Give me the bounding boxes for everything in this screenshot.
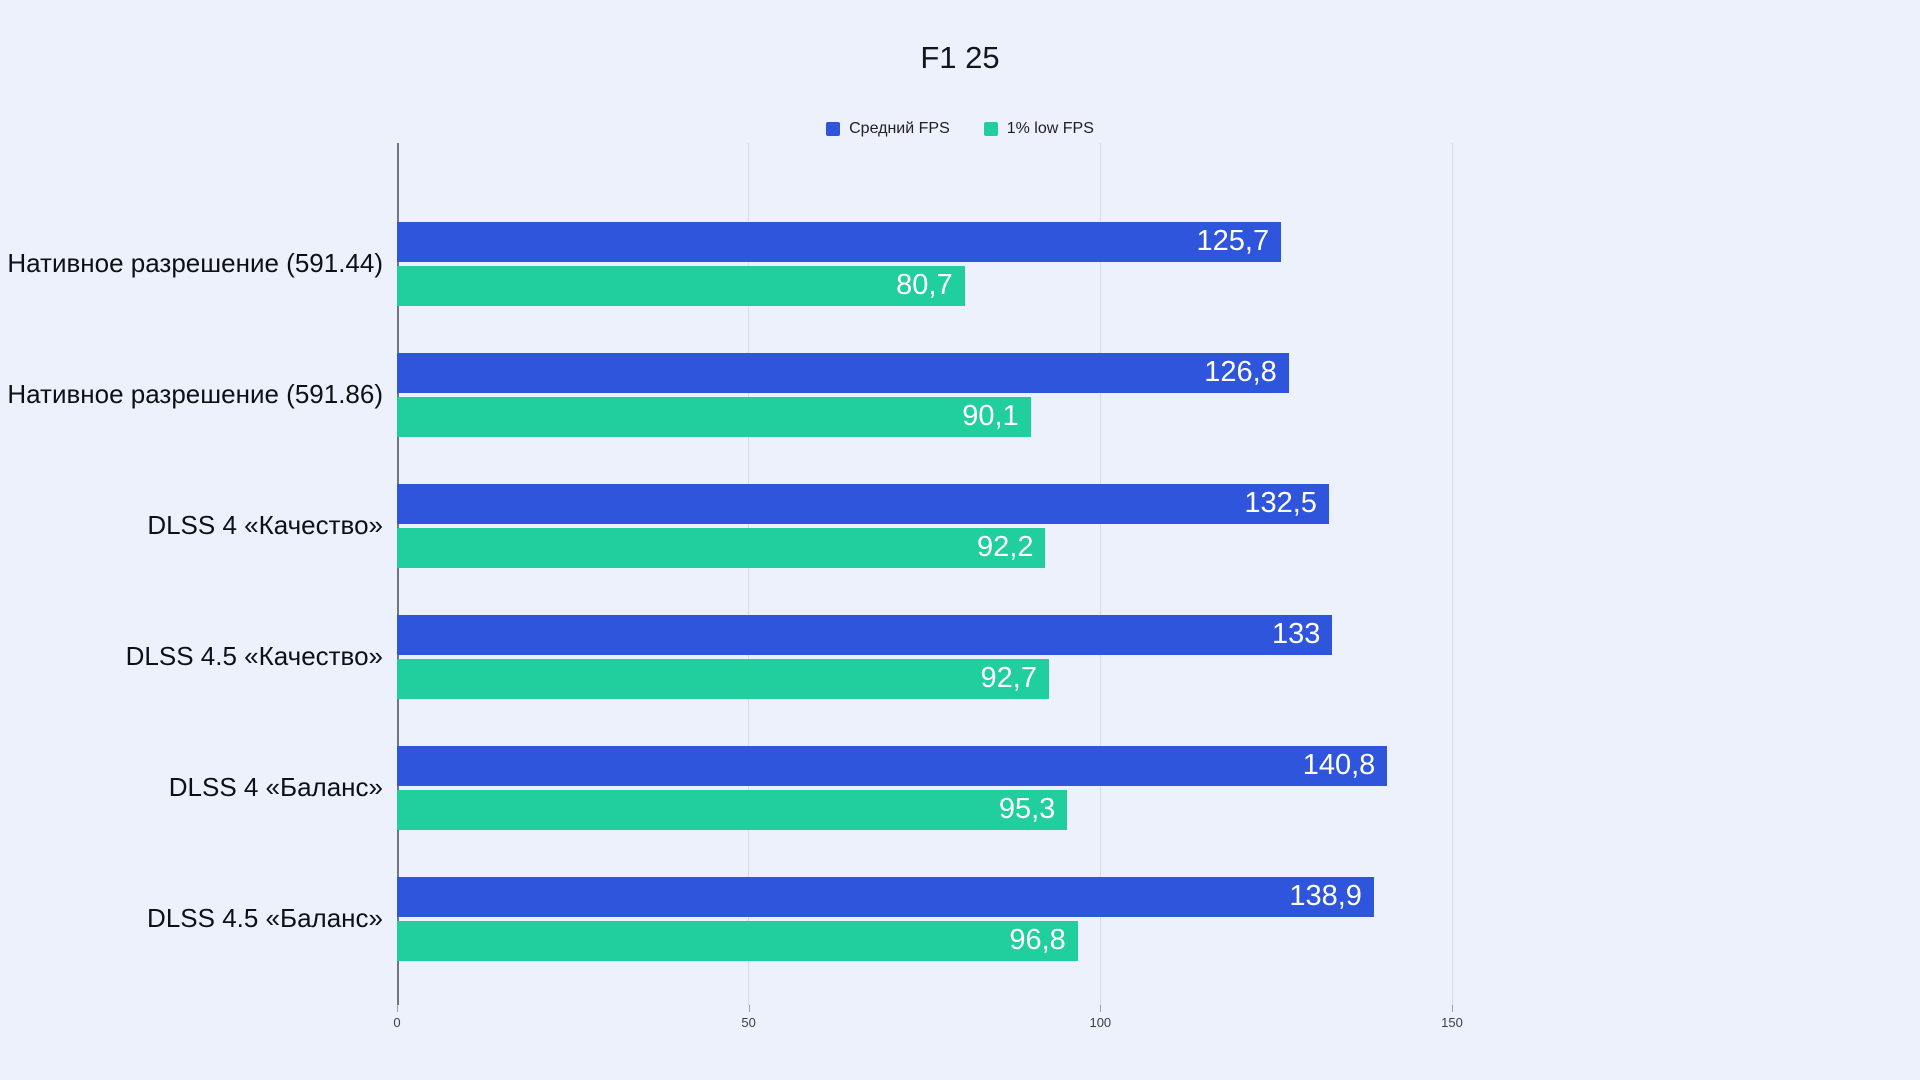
bar-group-3: 133 92,7 — [397, 591, 1452, 722]
bar-value-label: 126,8 — [1204, 356, 1277, 388]
category-label-3: DLSS 4.5 «Качество» — [125, 640, 383, 671]
bar-value-label: 125,7 — [1196, 225, 1270, 257]
legend-swatch-icon — [826, 122, 841, 136]
plot-area: 0 50 100 150 125,7 80,7 126,8 90,1 132,5 92,2 133… — [393, 143, 1463, 1030]
bar-avg-fps: 126,8 — [397, 352, 1289, 393]
tick-mark — [1452, 1005, 1453, 1012]
bar-avg-fps: 132,5 — [397, 483, 1329, 524]
bar-group-1: 126,8 90,1 — [397, 329, 1452, 460]
chart-title: F1 25 — [920, 40, 1000, 75]
x-tick-label: 50 — [741, 1015, 756, 1030]
tick-mark — [1100, 1005, 1102, 1012]
x-tick-label: 0 — [393, 1015, 401, 1030]
category-label-5: DLSS 4.5 «Баланс» — [147, 902, 383, 933]
bar-low-fps: 92,7 — [397, 658, 1049, 699]
x-tick-label: 100 — [1089, 1015, 1112, 1030]
bar-value-label: 92,2 — [977, 531, 1034, 563]
bar-value-label: 138,9 — [1289, 880, 1362, 912]
bar-group-4: 140,8 95,3 — [397, 722, 1452, 853]
bar-low-fps: 95,3 — [397, 789, 1068, 830]
gridline — [1451, 143, 1453, 1005]
category-axis: Нативное разрешение (591.44) Нативное раз… — [0, 143, 383, 984]
axis-baseline — [397, 143, 399, 1005]
bar-avg-fps: 125,7 — [397, 221, 1282, 262]
tick-mark — [397, 1005, 398, 1012]
category-label-4: DLSS 4 «Баланс» — [168, 771, 383, 802]
gridline — [748, 143, 750, 1005]
bar-low-fps: 80,7 — [397, 265, 965, 306]
bar-value-label: 95,3 — [998, 793, 1056, 825]
bar-avg-fps: 133 — [397, 614, 1333, 655]
bar-group-2: 132,5 92,2 — [397, 460, 1452, 591]
legend-item-0: Средний FPS — [826, 120, 950, 138]
bar-low-fps: 92,2 — [397, 527, 1046, 568]
bar-value-label: 133 — [1272, 618, 1321, 650]
chart-legend: Средний FPS 1% low FPS — [0, 120, 1920, 138]
bar-avg-fps: 140,8 — [397, 745, 1388, 786]
category-label-0: Нативное разрешение (591.44) — [7, 247, 383, 278]
bar-value-label: 96,8 — [1009, 924, 1066, 956]
bar-value-label: 90,1 — [962, 400, 1019, 432]
bar-value-label: 132,5 — [1244, 487, 1317, 519]
bar-value-label: 80,7 — [896, 269, 953, 301]
bars-layer: 125,7 80,7 126,8 90,1 132,5 92,2 133 92,7 140,8 9… — [397, 198, 1452, 984]
legend-swatch-icon — [983, 122, 998, 136]
category-label-2: DLSS 4 «Качество» — [147, 509, 383, 540]
bar-group-5: 138,9 96,8 — [397, 853, 1452, 984]
bar-value-label: 140,8 — [1302, 749, 1376, 781]
x-tick-label: 150 — [1441, 1015, 1463, 1030]
legend-label: 1% low FPS — [1006, 120, 1094, 137]
category-label-1: Нативное разрешение (591.86) — [7, 378, 383, 409]
bar-value-label: 92,7 — [980, 662, 1037, 694]
bar-low-fps: 90,1 — [397, 396, 1031, 437]
bar-group-0: 125,7 80,7 — [397, 198, 1452, 329]
bar-avg-fps: 138,9 — [397, 876, 1374, 917]
tick-mark — [748, 1005, 750, 1012]
legend-item-1: 1% low FPS — [983, 120, 1094, 138]
legend-label: Средний FPS — [849, 120, 950, 137]
bar-low-fps: 96,8 — [397, 920, 1078, 961]
gridline — [1099, 143, 1101, 1005]
